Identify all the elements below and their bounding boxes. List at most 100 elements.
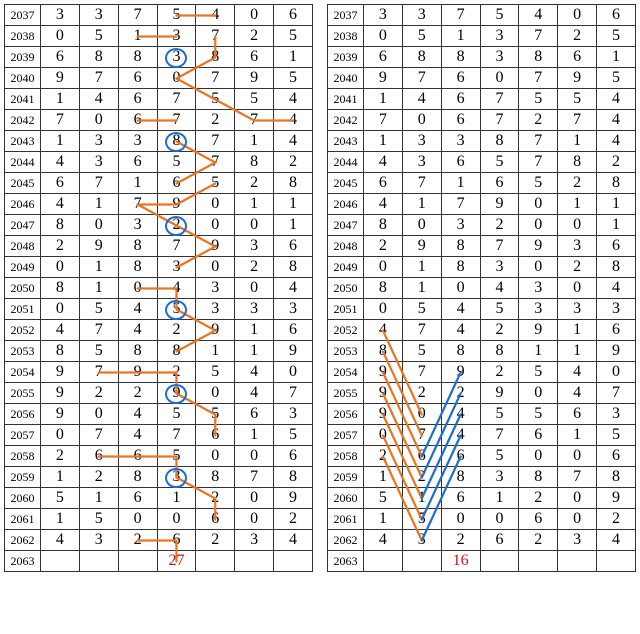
cell — [196, 551, 235, 572]
cell: 1 — [196, 341, 235, 362]
cell: 8 — [519, 467, 558, 488]
cell: 0 — [235, 446, 274, 467]
cell: 2 — [558, 257, 597, 278]
cell: 2 — [157, 362, 196, 383]
cell: 7 — [519, 152, 558, 173]
cell: 9 — [41, 362, 80, 383]
cell: 3 — [364, 5, 403, 26]
row-label: 2039 — [328, 47, 364, 68]
cell: 9 — [558, 68, 597, 89]
cell: 2 — [364, 446, 403, 467]
cell: 9 — [41, 404, 80, 425]
cell: 9 — [519, 320, 558, 341]
cell: 1 — [480, 488, 519, 509]
cell: 3 — [274, 299, 313, 320]
row-label: 2054 — [328, 362, 364, 383]
cell: 5 — [157, 404, 196, 425]
cell: 6 — [274, 446, 313, 467]
cell: 1 — [79, 278, 118, 299]
cell: 5 — [364, 488, 403, 509]
cell: 2 — [79, 383, 118, 404]
cell: 7 — [441, 194, 480, 215]
left-grid: 2037337540620380513725203968838612040976… — [4, 4, 313, 572]
cell: 0 — [235, 215, 274, 236]
cell: 2 — [157, 320, 196, 341]
cell: 0 — [519, 194, 558, 215]
prediction-cell: 27 — [157, 551, 196, 572]
row-label: 2044 — [5, 152, 41, 173]
row-label: 2054 — [5, 362, 41, 383]
cell: 8 — [597, 467, 636, 488]
cell: 1 — [79, 488, 118, 509]
row-label: 2045 — [5, 173, 41, 194]
cell: 0 — [118, 509, 157, 530]
cell: 3 — [157, 467, 196, 488]
cell — [79, 551, 118, 572]
row-label: 2056 — [328, 404, 364, 425]
cell: 4 — [364, 152, 403, 173]
cell — [402, 551, 441, 572]
cell: 7 — [480, 425, 519, 446]
cell: 0 — [235, 488, 274, 509]
cell: 7 — [480, 236, 519, 257]
cell: 8 — [118, 236, 157, 257]
row-label: 2045 — [328, 173, 364, 194]
row-label: 2050 — [5, 278, 41, 299]
cell: 5 — [274, 425, 313, 446]
cell: 8 — [79, 47, 118, 68]
row-label: 2058 — [328, 446, 364, 467]
cell: 6 — [274, 5, 313, 26]
cell: 8 — [441, 47, 480, 68]
cell: 6 — [441, 152, 480, 173]
cell: 0 — [480, 68, 519, 89]
row-label: 2055 — [5, 383, 41, 404]
cell: 8 — [441, 257, 480, 278]
cell: 1 — [235, 320, 274, 341]
cell: 6 — [118, 446, 157, 467]
cell: 6 — [235, 404, 274, 425]
cell: 4 — [441, 299, 480, 320]
cell: 1 — [41, 509, 80, 530]
row-label: 2053 — [328, 341, 364, 362]
cell: 5 — [519, 404, 558, 425]
row-label: 2053 — [5, 341, 41, 362]
cell: 3 — [79, 131, 118, 152]
cell: 8 — [480, 131, 519, 152]
cell: 0 — [558, 215, 597, 236]
cell: 9 — [480, 383, 519, 404]
cell: 9 — [118, 362, 157, 383]
cell: 0 — [480, 509, 519, 530]
cell: 7 — [196, 68, 235, 89]
cell: 9 — [157, 383, 196, 404]
cell: 1 — [118, 26, 157, 47]
cell: 8 — [235, 152, 274, 173]
cell: 5 — [157, 5, 196, 26]
cell: 4 — [519, 5, 558, 26]
cell — [41, 551, 80, 572]
row-label: 2052 — [5, 320, 41, 341]
cell: 2 — [41, 446, 80, 467]
cell: 4 — [558, 383, 597, 404]
cell: 2 — [79, 467, 118, 488]
cell: 1 — [364, 509, 403, 530]
cell: 7 — [480, 110, 519, 131]
cell: 8 — [41, 278, 80, 299]
cell: 0 — [196, 194, 235, 215]
cell: 1 — [274, 47, 313, 68]
cell: 3 — [157, 26, 196, 47]
cell: 2 — [196, 530, 235, 551]
cell: 7 — [519, 26, 558, 47]
cell — [519, 551, 558, 572]
cell: 6 — [118, 488, 157, 509]
cell: 1 — [597, 47, 636, 68]
cell: 1 — [235, 131, 274, 152]
cell: 9 — [196, 236, 235, 257]
cell: 6 — [597, 320, 636, 341]
cell: 7 — [480, 89, 519, 110]
row-label: 2048 — [328, 236, 364, 257]
cell: 8 — [274, 173, 313, 194]
cell: 7 — [79, 173, 118, 194]
cell: 3 — [41, 5, 80, 26]
cell: 5 — [157, 299, 196, 320]
cell: 9 — [274, 341, 313, 362]
